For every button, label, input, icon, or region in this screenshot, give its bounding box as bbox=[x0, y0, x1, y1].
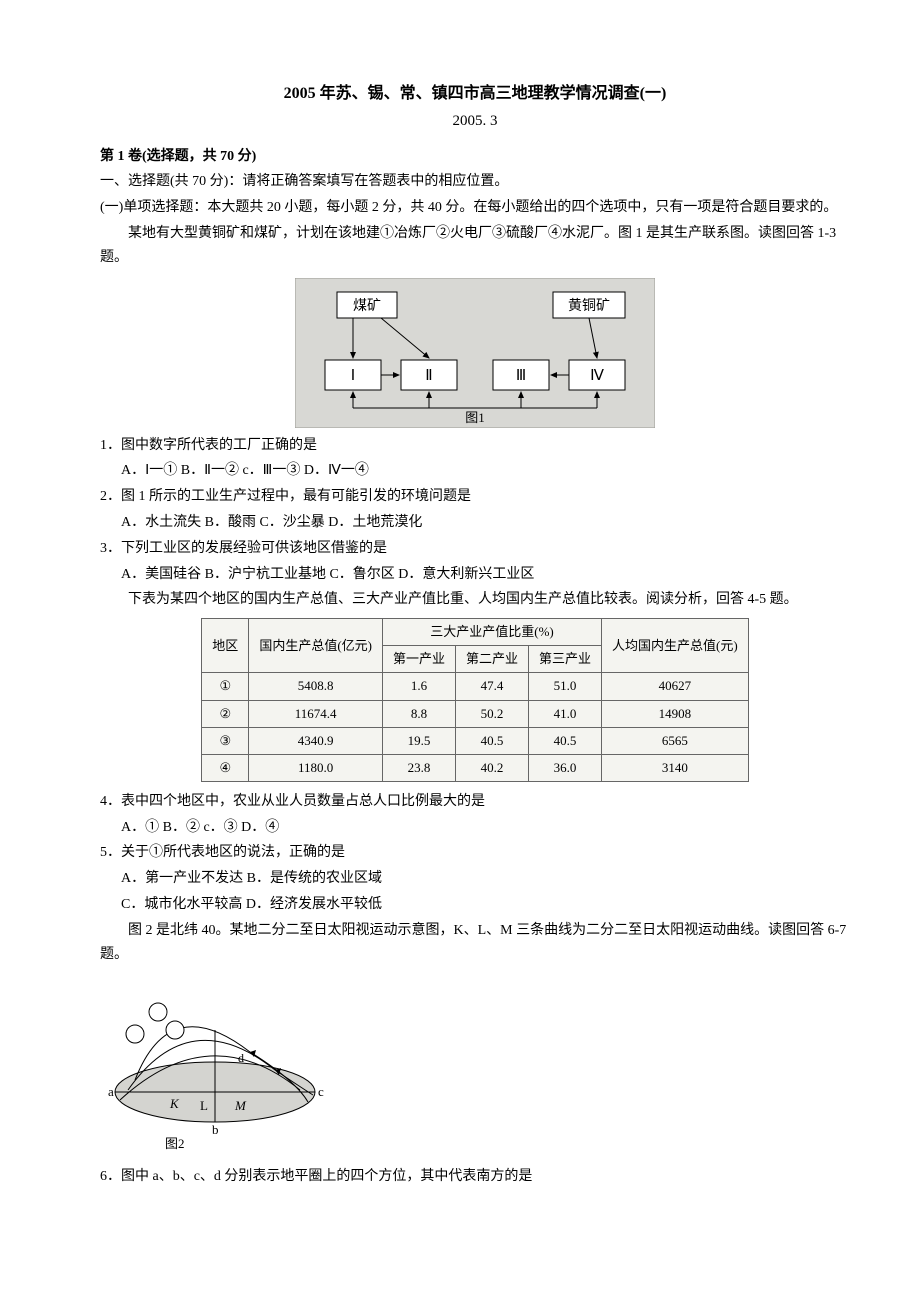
passage-1: 某地有大型黄铜矿和煤矿，计划在该地建①冶炼厂②火电厂③硫酸厂④水泥厂。图 1 是… bbox=[100, 222, 850, 270]
th-pc: 人均国内生产总值(元) bbox=[602, 619, 749, 673]
q4-stem: 4．表中四个地区中，农业从业人员数量占总人口比例最大的是 bbox=[100, 790, 850, 814]
intro-1: 一、选择题(共 70 分)：请将正确答案填写在答题表中的相应位置。 bbox=[100, 170, 850, 194]
th-group: 三大产业产值比重(%) bbox=[382, 619, 601, 646]
passage-2: 下表为某四个地区的国内生产总值、三大产业产值比重、人均国内生产总值比较表。阅读分… bbox=[100, 588, 850, 612]
fig1-label: 图1 bbox=[465, 410, 485, 425]
fig1-b2: Ⅱ bbox=[425, 368, 432, 384]
q3-stem: 3．下列工业区的发展经验可供该地区借鉴的是 bbox=[100, 537, 850, 561]
table-row: ④1180.0 23.840.2 36.03140 bbox=[202, 754, 748, 781]
fig2-d: d bbox=[238, 1051, 244, 1065]
figure-1: 煤矿 黄铜矿 Ⅰ Ⅱ Ⅲ Ⅳ 图1 bbox=[100, 278, 850, 428]
section-header: 第 1 卷(选择题，共 70 分) bbox=[100, 145, 850, 169]
fig2-a: a bbox=[108, 1084, 114, 1099]
q5-stem: 5．关于①所代表地区的说法，正确的是 bbox=[100, 841, 850, 865]
table-row: ③4340.9 19.540.5 40.56565 bbox=[202, 727, 748, 754]
fig2-L: L bbox=[200, 1098, 208, 1113]
table-row: ②11674.4 8.850.2 41.014908 bbox=[202, 700, 748, 727]
fig1-copper: 黄铜矿 bbox=[568, 297, 610, 314]
fig2-M: M bbox=[234, 1098, 247, 1113]
q5-options-a: A．第一产业不发达 B．是传统的农业区域 bbox=[100, 867, 850, 891]
q3-options: A．美国硅谷 B．沪宁杭工业基地 C．鲁尔区 D．意大利新兴工业区 bbox=[100, 563, 850, 587]
figure-2: d a c b K L M 图2 bbox=[100, 972, 850, 1161]
data-table: 地区 国内生产总值(亿元) 三大产业产值比重(%) 人均国内生产总值(元) 第一… bbox=[201, 618, 748, 782]
fig2-b: b bbox=[212, 1122, 219, 1137]
page-date: 2005. 3 bbox=[100, 109, 850, 135]
fig1-b4: Ⅳ bbox=[590, 368, 604, 384]
fig2-label: 图2 bbox=[165, 1136, 185, 1151]
th-p2: 第二产业 bbox=[456, 646, 529, 673]
th-p3: 第三产业 bbox=[529, 646, 602, 673]
th-region: 地区 bbox=[202, 619, 249, 673]
page-title: 2005 年苏、锡、常、镇四市高三地理教学情况调查(一) bbox=[100, 80, 850, 107]
th-p1: 第一产业 bbox=[382, 646, 455, 673]
q2-options: A．水土流失 B．酸雨 C．沙尘暴 D．土地荒漠化 bbox=[100, 511, 850, 535]
q2-stem: 2．图 1 所示的工业生产过程中，最有可能引发的环境问题是 bbox=[100, 485, 850, 509]
fig2-c: c bbox=[318, 1084, 324, 1099]
q6-stem: 6．图中 a、b、c、d 分别表示地平圈上的四个方位，其中代表南方的是 bbox=[100, 1165, 850, 1189]
q1-options: A．Ⅰ一① B．Ⅱ一② c．Ⅲ一③ D．Ⅳ一④ bbox=[100, 459, 850, 483]
passage-3: 图 2 是北纬 40。某地二分二至日太阳视运动示意图，K、L、M 三条曲线为二分… bbox=[100, 919, 850, 967]
fig1-b3: Ⅲ bbox=[516, 368, 526, 384]
table-row: ①5408.8 1.647.4 51.040627 bbox=[202, 673, 748, 700]
fig1-coal: 煤矿 bbox=[353, 298, 381, 314]
intro-2: (一)单项选择题：本大题共 20 小题，每小题 2 分，共 40 分。在每小题给… bbox=[100, 196, 850, 220]
fig2-K: K bbox=[169, 1096, 180, 1111]
q1-stem: 1．图中数字所代表的工厂正确的是 bbox=[100, 434, 850, 458]
th-gdp: 国内生产总值(亿元) bbox=[249, 619, 383, 673]
q4-options: A．① B．② c．③ D．④ bbox=[100, 816, 850, 840]
fig1-b1: Ⅰ bbox=[351, 368, 355, 384]
q5-options-b: C．城市化水平较高 D．经济发展水平较低 bbox=[100, 893, 850, 917]
